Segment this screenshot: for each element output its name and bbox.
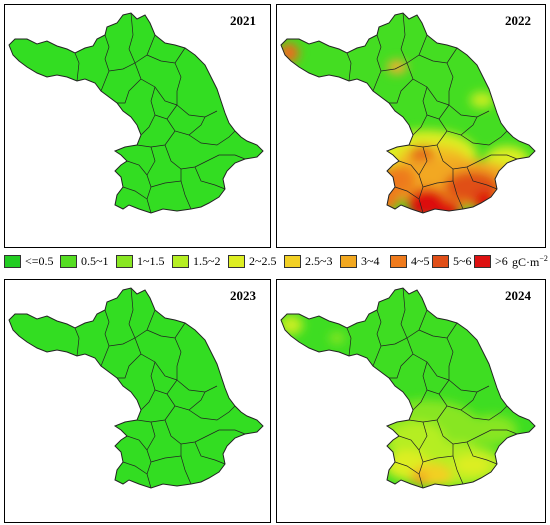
city-boundary [100,34,110,92]
map-panel-2023: 2023 [4,279,271,523]
city-boundary [372,309,382,367]
city-boundary [346,327,352,357]
legend-label: 2.5~3 [305,254,333,268]
city-boundary [436,419,518,445]
city-boundary [389,353,414,379]
city-boundary [466,166,498,190]
city-boundary [146,322,186,339]
city-boundary [389,78,414,104]
province-map-2023 [8,287,264,489]
city-boundary [74,327,80,357]
legend-label: 0.5~1 [81,254,109,268]
city-boundary [346,52,352,82]
legend-swatch [284,255,301,268]
map-panel-2022: 2022 [276,4,546,248]
city-boundary [122,461,148,475]
city-boundary [408,130,448,148]
city-boundary [194,441,226,465]
city-boundary [146,146,156,214]
year-label-2021: 2021 [230,13,256,28]
legend: <=0.5 0.5~1 1~1.5 1.5~2 2~2.5 2.5~3 3~4 4~5 5~6 >… [4,251,548,273]
legend-label: <=0.5 [25,254,54,268]
city-boundary [100,309,110,367]
legend-swatch [116,255,133,268]
province-map-2021 [8,12,264,214]
legend-swatch [474,255,491,268]
city-boundary [126,160,148,176]
legend-label: 3~4 [361,254,380,268]
city-boundary [436,144,518,170]
city-boundary [408,405,448,423]
legend-label: >6 [495,254,508,268]
city-boundary [117,353,142,379]
city-boundary [194,166,226,190]
city-boundary [126,435,148,451]
city-boundary [418,47,458,64]
city-boundary [136,405,176,423]
legend-unit: gC·m−2 [512,254,548,269]
year-label-2024: 2024 [505,288,531,303]
legend-label: 4~5 [411,254,430,268]
city-boundary [136,130,176,148]
city-boundary [128,12,136,64]
year-label-2022: 2022 [505,13,531,28]
legend-swatch [172,255,189,268]
city-boundary [466,441,498,465]
map-panel-2021: 2021 [4,4,271,248]
city-boundary [398,160,420,176]
city-boundary [164,419,246,445]
city-boundary [418,421,428,489]
legend-swatch [228,255,245,268]
city-boundary [460,405,508,421]
city-boundary [372,34,382,92]
legend-swatch [390,255,407,268]
legend-swatch [4,255,21,268]
city-boundary [74,52,80,82]
map-panel-2024: 2024 [276,279,546,523]
city-boundary [117,78,142,104]
city-boundary [188,405,236,421]
city-boundary [398,435,420,451]
legend-swatch [60,255,77,268]
legend-label: 5~6 [453,254,472,268]
city-boundary [164,144,246,170]
city-boundary [400,12,408,64]
city-boundary [460,130,508,146]
legend-swatch [432,255,449,268]
year-label-2023: 2023 [230,288,256,303]
city-boundary [146,421,156,489]
city-boundary [146,47,186,64]
city-boundary [394,461,420,475]
city-boundary [418,146,428,214]
legend-swatch [340,255,357,268]
province-map-2024 [280,287,536,489]
city-boundary [400,287,408,339]
city-boundary [128,287,136,339]
city-boundary [394,186,420,200]
city-boundary [122,186,148,200]
legend-label: 2~2.5 [249,254,277,268]
city-boundary [188,130,236,146]
province-map-2022 [280,12,536,214]
legend-label: 1~1.5 [137,254,165,268]
city-boundary [418,322,458,339]
legend-label: 1.5~2 [193,254,221,268]
